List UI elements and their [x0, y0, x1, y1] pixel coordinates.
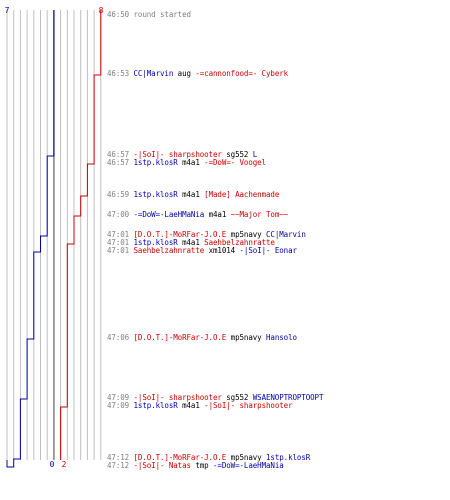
victim-name: -|SoI|- Eonar	[239, 246, 298, 255]
weapon-name: m4a1	[208, 210, 227, 219]
victim-name: ~~Major Tom~~	[230, 210, 289, 219]
weapon-name: aug	[177, 69, 191, 78]
event-time: 47:01	[107, 246, 130, 255]
killer-name: [D.O.T.]-MoRFar-J.O.E	[133, 333, 227, 342]
killer-name: -=DoW=-LaeHMaNia	[133, 210, 205, 219]
weapon-name: sg552	[226, 150, 249, 159]
event-row: 46:53 CC|Marvin aug -=cannonfood=- Cyber…	[107, 69, 288, 78]
red-end-count-label: 2	[62, 460, 67, 469]
killer-name: -|SoI|- sharpshooter	[133, 393, 222, 402]
event-time: 46:53	[107, 69, 130, 78]
event-row: 47:01 [D.O.T.]-MoRFar-J.O.E mp5navy CC|M…	[107, 230, 306, 239]
killer-name: 1stp.klosR	[133, 238, 178, 247]
event-row: 47:09 -|SoI|- sharpshooter sg552 WSAENOP…	[107, 393, 323, 402]
victim-name: [Made] Aachenmade	[204, 190, 280, 199]
killer-name: -|SoI|- sharpshooter	[133, 150, 222, 159]
event-time: 47:00	[107, 210, 130, 219]
event-row: 47:12 -|SoI|- Natas tmp -=DoW=-LaeHMaNia	[107, 461, 284, 470]
weapon-name: xm1014	[208, 246, 236, 255]
event-row: 47:06 [D.O.T.]-MoRFar-J.O.E mp5navy Hans…	[107, 333, 297, 342]
victim-name: -=DoW=- Voogel	[204, 158, 266, 167]
victim-name: 1stp.klosR	[266, 453, 311, 462]
event-time: 46:57	[107, 158, 130, 167]
weapon-name: m4a1	[182, 190, 200, 199]
weapon-name: m4a1	[182, 401, 200, 410]
killer-name: Saehbelzahnratte	[133, 246, 205, 255]
event-time: 47:12	[107, 453, 130, 462]
victim-name: -|SoI|- sharpshooter	[204, 401, 293, 410]
killer-name: [D.O.T.]-MoRFar-J.O.E	[133, 453, 227, 462]
event-row: 47:09 1stp.klosR m4a1 -|SoI|- sharpshoot…	[107, 401, 293, 410]
victim-name: L	[252, 150, 258, 159]
blue-team-alive-line	[6, 10, 55, 468]
event-time: 47:09	[107, 401, 130, 410]
event-time: 46:59	[107, 190, 130, 199]
event-message: round started	[133, 10, 192, 19]
event-time: 47:12	[107, 461, 130, 470]
event-row: 47:12 [D.O.T.]-MoRFar-J.O.E mp5navy 1stp…	[107, 453, 310, 462]
red-start-count-label: 8	[99, 6, 104, 15]
red-team-alive-line	[60, 10, 102, 460]
weapon-name: tmp	[195, 461, 209, 470]
event-time: 46:57	[107, 150, 130, 159]
victim-name: Hansolo	[266, 333, 297, 342]
victim-name: WSAENOPTROPTOOPT	[252, 393, 324, 402]
event-row: 46:59 1stp.klosR m4a1 [Made] Aachenmade	[107, 190, 279, 199]
event-row: 46:57 -|SoI|- sharpshooter sg552 L	[107, 150, 257, 159]
event-row: 47:00 -=DoW=-LaeHMaNia m4a1 ~~Major Tom~…	[107, 210, 288, 219]
victim-name: -=DoW=-LaeHMaNia	[213, 461, 284, 470]
victim-name: -=cannonfood=- Cyberk	[195, 69, 289, 78]
killer-name: [D.O.T.]-MoRFar-J.O.E	[133, 230, 227, 239]
event-time: 47:06	[107, 333, 130, 342]
weapon-name: m4a1	[182, 158, 200, 167]
victim-name: CC|Marvin	[266, 230, 306, 239]
event-row: 47:01 1stp.klosR m4a1 Saehbelzahnratte	[107, 238, 275, 247]
event-row: 46:57 1stp.klosR m4a1 -=DoW=- Voogel	[107, 158, 266, 167]
killer-name: 1stp.klosR	[133, 401, 178, 410]
event-row: 46:50 round started	[107, 10, 191, 19]
weapon-name: sg552	[226, 393, 249, 402]
event-row: 47:01 Saehbelzahnratte xm1014 -|SoI|- Eo…	[107, 246, 297, 255]
weapon-name: mp5navy	[230, 230, 262, 239]
blue-end-count-label: 0	[50, 460, 55, 469]
killer-name: 1stp.klosR	[133, 190, 178, 199]
killer-name: -|SoI|- Natas	[133, 461, 192, 470]
victim-name: Saehbelzahnratte	[204, 238, 275, 247]
event-time: 47:01	[107, 238, 130, 247]
weapon-name: mp5navy	[230, 333, 262, 342]
weapon-name: mp5navy	[230, 453, 262, 462]
event-time: 47:01	[107, 230, 130, 239]
event-time: 47:09	[107, 393, 130, 402]
grid-lines	[6, 10, 102, 460]
killer-name: CC|Marvin	[133, 69, 174, 78]
blue-start-count-label: 7	[5, 6, 10, 15]
weapon-name: m4a1	[182, 238, 200, 247]
event-time: 46:50	[107, 10, 130, 19]
killer-name: 1stp.klosR	[133, 158, 178, 167]
